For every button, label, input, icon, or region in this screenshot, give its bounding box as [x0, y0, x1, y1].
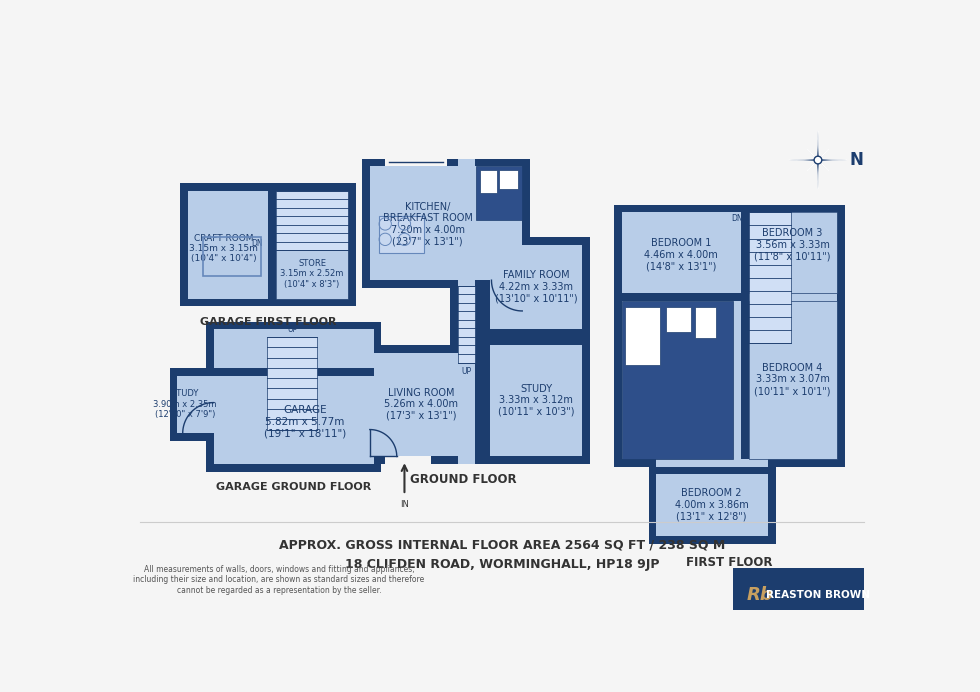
- Bar: [741, 212, 749, 459]
- Text: All measurements of walls, doors, windows and fitting and appliances,
including : All measurements of walls, doors, window…: [133, 565, 424, 594]
- Text: UP: UP: [461, 367, 471, 376]
- Text: APPROX. GROSS INTERNAL FLOOR AREA 2564 SQ FT / 238 SQ M: APPROX. GROSS INTERNAL FLOOR AREA 2564 S…: [279, 538, 725, 552]
- Bar: [621, 293, 741, 301]
- Bar: [177, 376, 216, 433]
- Text: BEDROOM 4
3.33m x 3.07m
(10'11" x 10'1"): BEDROOM 4 3.33m x 3.07m (10'11" x 10'1"): [755, 363, 831, 396]
- Polygon shape: [818, 149, 829, 160]
- Bar: [458, 295, 474, 337]
- Bar: [379, 216, 423, 253]
- Bar: [480, 170, 497, 193]
- Circle shape: [814, 156, 822, 164]
- Bar: [385, 457, 431, 464]
- Bar: [458, 286, 474, 363]
- Polygon shape: [808, 160, 818, 171]
- Text: FAMILY ROOM
4.22m x 3.33m
(13'10" x 10'11"): FAMILY ROOM 4.22m x 3.33m (13'10" x 10'1…: [495, 271, 577, 304]
- Text: IN: IN: [400, 500, 409, 509]
- Bar: [490, 245, 582, 329]
- Bar: [625, 307, 661, 365]
- Text: 18 CLIFDEN ROAD, WORMINGHALL, HP18 9JP: 18 CLIFDEN ROAD, WORMINGHALL, HP18 9JP: [345, 558, 660, 571]
- Bar: [482, 237, 590, 337]
- Bar: [649, 466, 775, 543]
- Bar: [476, 166, 522, 220]
- Bar: [180, 183, 356, 307]
- Bar: [657, 459, 768, 466]
- Bar: [695, 307, 716, 338]
- Text: BEDROOM 2
4.00m x 3.86m
(13'1" x 12'8"): BEDROOM 2 4.00m x 3.86m (13'1" x 12'8"): [675, 489, 749, 522]
- Bar: [482, 337, 590, 464]
- Bar: [363, 345, 481, 464]
- Polygon shape: [808, 149, 818, 160]
- Bar: [268, 337, 318, 430]
- Polygon shape: [817, 131, 819, 160]
- Text: N: N: [850, 151, 863, 169]
- Bar: [749, 212, 837, 293]
- Text: STUDY
3.33m x 3.12m
(10'11" x 10'3"): STUDY 3.33m x 3.12m (10'11" x 10'3"): [498, 383, 574, 417]
- Bar: [369, 166, 522, 280]
- Bar: [621, 212, 837, 459]
- Text: BEDROOM 3
3.56m x 3.33m
(11'8" x 10'11"): BEDROOM 3 3.56m x 3.33m (11'8" x 10'11"): [755, 228, 831, 262]
- Text: CRAFT ROOM
3.15m x 3.15m
(10'4" x 10'4"): CRAFT ROOM 3.15m x 3.15m (10'4" x 10'4"): [189, 234, 258, 264]
- Text: KITCHEN/
BREAKFAST ROOM
7.20m x 4.00m
(23'7" x 13'1"): KITCHEN/ BREAKFAST ROOM 7.20m x 4.00m (2…: [382, 201, 472, 246]
- Text: Rb: Rb: [747, 586, 774, 604]
- Text: GARAGE GROUND FLOOR: GARAGE GROUND FLOOR: [216, 482, 371, 492]
- Text: FIRST FLOOR: FIRST FLOOR: [686, 556, 772, 570]
- Bar: [206, 322, 381, 472]
- Text: STUDY
3.90m x 2.35m
(12'10" x 7'9"): STUDY 3.90m x 2.35m (12'10" x 7'9"): [153, 389, 217, 419]
- Bar: [276, 250, 348, 299]
- Text: GARAGE
5.82m x 5.77m
(19'1" x 18'11"): GARAGE 5.82m x 5.77m (19'1" x 18'11"): [264, 406, 346, 439]
- Polygon shape: [818, 160, 829, 171]
- Bar: [214, 329, 373, 464]
- Bar: [369, 352, 473, 457]
- Bar: [621, 301, 733, 459]
- Text: REASTON BROWN: REASTON BROWN: [766, 590, 870, 600]
- Bar: [363, 158, 530, 288]
- Text: UP: UP: [287, 325, 297, 334]
- Polygon shape: [818, 159, 847, 161]
- Text: DN: DN: [252, 239, 264, 248]
- Bar: [450, 288, 482, 345]
- Bar: [214, 368, 373, 376]
- Text: GARAGE FIRST FLOOR: GARAGE FIRST FLOOR: [200, 317, 336, 327]
- Bar: [490, 345, 582, 457]
- Text: LIVING ROOM
5.26m x 4.00m
(17'3" x 13'1"): LIVING ROOM 5.26m x 4.00m (17'3" x 13'1"…: [384, 388, 459, 421]
- Polygon shape: [789, 159, 818, 161]
- Bar: [458, 158, 474, 464]
- Text: GROUND FLOOR: GROUND FLOOR: [411, 473, 517, 486]
- Bar: [666, 307, 691, 331]
- Bar: [269, 191, 276, 299]
- Polygon shape: [817, 160, 819, 190]
- Bar: [276, 191, 348, 250]
- Bar: [170, 368, 216, 441]
- Text: DN: DN: [731, 214, 743, 223]
- Bar: [749, 212, 791, 343]
- Bar: [204, 237, 262, 275]
- Text: STORE
3.15m x 2.52m
(10'4" x 8'3"): STORE 3.15m x 2.52m (10'4" x 8'3"): [280, 259, 344, 289]
- Bar: [749, 301, 837, 459]
- Bar: [450, 158, 482, 464]
- Bar: [206, 376, 214, 433]
- Bar: [657, 474, 768, 536]
- Text: BEDROOM 1
4.46m x 4.00m
(14'8" x 13'1"): BEDROOM 1 4.46m x 4.00m (14'8" x 13'1"): [644, 238, 717, 271]
- Bar: [188, 191, 348, 299]
- Bar: [499, 170, 518, 190]
- Bar: [733, 568, 864, 610]
- Bar: [613, 205, 845, 466]
- Bar: [385, 158, 447, 166]
